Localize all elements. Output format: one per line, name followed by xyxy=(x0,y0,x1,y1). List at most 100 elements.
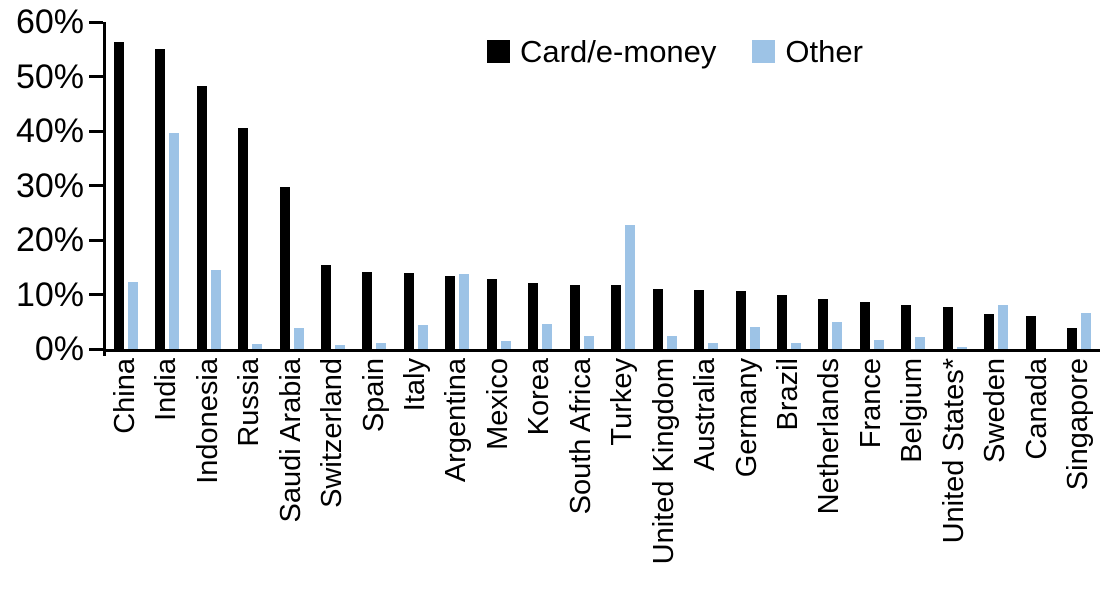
y-axis-label: 50% xyxy=(15,57,84,96)
legend-swatch-other xyxy=(752,40,776,63)
x-label-cell-spain: Spain xyxy=(354,358,395,594)
y-axis-tick xyxy=(89,293,103,296)
x-axis-label: United Kingdom xyxy=(647,358,680,565)
bar-other-switzerland xyxy=(334,344,345,349)
bar-card-e-money-china xyxy=(113,42,124,349)
x-label-cell-germany: Germany xyxy=(727,358,768,594)
bar-card-e-money-mexico xyxy=(486,278,497,349)
bar-card-e-money-belgium xyxy=(901,304,912,349)
x-axis-label: Argentina xyxy=(440,358,473,483)
bar-card-e-money-canada xyxy=(1025,316,1036,349)
y-axis-tick xyxy=(89,20,103,24)
bar-group-italy xyxy=(395,22,436,349)
x-axis-label: Singapore xyxy=(1062,358,1095,491)
bar-other-china xyxy=(127,282,138,349)
x-label-cell-netherlands: Netherlands xyxy=(810,358,851,594)
x-axis-label: Turkey xyxy=(606,358,639,446)
x-label-cell-united-states: United States* xyxy=(934,358,975,594)
x-axis-label: India xyxy=(150,358,183,421)
x-axis-label: Switzerland xyxy=(316,358,349,508)
x-label-cell-korea: Korea xyxy=(520,358,561,594)
x-label-cell-belgium: Belgium xyxy=(893,358,934,594)
x-label-cell-mexico: Mexico xyxy=(478,358,519,594)
bar-group-switzerland xyxy=(312,22,353,349)
x-label-cell-turkey: Turkey xyxy=(602,358,643,594)
legend-label-card-e-money: Card/e-money xyxy=(520,34,717,69)
y-axis-label: 40% xyxy=(15,112,84,150)
bar-group-singapore xyxy=(1058,22,1099,349)
bar-other-argentina xyxy=(459,273,470,349)
bar-card-e-money-australia xyxy=(694,290,705,349)
x-label-cell-brazil: Brazil xyxy=(768,358,809,594)
bar-other-indonesia xyxy=(210,270,221,349)
x-label-cell-italy: Italy xyxy=(395,358,436,594)
x-axis-label: Belgium xyxy=(896,358,929,463)
bar-card-e-money-south-africa xyxy=(569,284,580,349)
bar-group-turkey xyxy=(602,22,643,349)
x-axis-labels: China India Indonesia Russia Saudi Arabia Swi… xyxy=(105,358,1100,594)
bar-card-e-money-united-kingdom xyxy=(652,288,663,349)
bar-other-belgium xyxy=(915,337,926,349)
legend-label-other: Other xyxy=(785,34,863,69)
bar-group-united-states xyxy=(934,22,975,349)
bar-group-india xyxy=(146,22,187,349)
x-label-cell-china: China xyxy=(105,358,146,594)
x-axis-label: South Africa xyxy=(564,358,597,515)
bar-group-indonesia xyxy=(188,22,229,349)
x-axis-label: Brazil xyxy=(772,358,805,431)
bar-card-e-money-netherlands xyxy=(818,298,829,349)
legend-item-card-e-money: Card/e-money xyxy=(487,36,716,67)
x-axis-label: Germany xyxy=(730,358,763,478)
x-label-cell-switzerland: Switzerland xyxy=(312,358,353,594)
bar-card-e-money-switzerland xyxy=(320,264,331,349)
bar-other-sweden xyxy=(998,305,1009,349)
x-label-cell-france: France xyxy=(851,358,892,594)
x-axis-line xyxy=(103,349,1100,352)
bar-card-e-money-germany xyxy=(735,291,746,349)
bars-area xyxy=(105,22,1100,349)
bar-group-spain xyxy=(354,22,395,349)
bar-group-germany xyxy=(727,22,768,349)
y-axis-tick xyxy=(89,347,103,351)
x-label-cell-united-kingdom: United Kingdom xyxy=(644,358,685,594)
y-axis-tick xyxy=(89,238,103,242)
x-label-cell-australia: Australia xyxy=(685,358,726,594)
legend-swatch-card-e-money xyxy=(487,40,510,63)
bar-card-e-money-argentina xyxy=(445,276,456,349)
bar-other-south-africa xyxy=(583,335,594,349)
x-label-cell-saudi-arabia: Saudi Arabia xyxy=(271,358,312,594)
y-axis-label: 20% xyxy=(15,221,84,259)
x-axis-label: United States* xyxy=(937,358,970,544)
bar-group-korea xyxy=(520,22,561,349)
y-axis-tick xyxy=(89,184,103,187)
x-axis-label: France xyxy=(854,358,887,449)
bar-group-south-africa xyxy=(561,22,602,349)
x-axis-label: Netherlands xyxy=(813,358,846,515)
bar-other-australia xyxy=(708,343,719,349)
x-label-cell-canada: Canada xyxy=(1017,358,1058,594)
bar-card-e-money-russia xyxy=(238,127,249,349)
bar-card-e-money-sweden xyxy=(984,313,995,349)
x-label-cell-russia: Russia xyxy=(229,358,270,594)
bar-other-singapore xyxy=(1081,313,1092,349)
y-axis-label: 10% xyxy=(15,275,84,314)
bar-card-e-money-brazil xyxy=(776,294,787,349)
bar-card-e-money-korea xyxy=(528,282,539,349)
bar-other-saudi-arabia xyxy=(293,327,304,349)
bar-card-e-money-spain xyxy=(362,271,373,349)
bar-group-united-kingdom xyxy=(644,22,685,349)
bar-other-united-states xyxy=(956,346,967,349)
bar-group-netherlands xyxy=(810,22,851,349)
x-axis-label: Australia xyxy=(689,358,722,471)
y-axis-label: 30% xyxy=(15,166,84,205)
bar-other-korea xyxy=(542,323,553,349)
y-axis-tick xyxy=(89,75,103,78)
bar-group-mexico xyxy=(478,22,519,349)
x-label-cell-indonesia: Indonesia xyxy=(188,358,229,594)
bar-group-argentina xyxy=(437,22,478,349)
bar-card-e-money-turkey xyxy=(611,285,622,349)
legend: Card/e-money Other xyxy=(487,36,863,67)
x-axis-label: Italy xyxy=(398,358,431,412)
x-label-cell-singapore: Singapore xyxy=(1058,358,1099,594)
